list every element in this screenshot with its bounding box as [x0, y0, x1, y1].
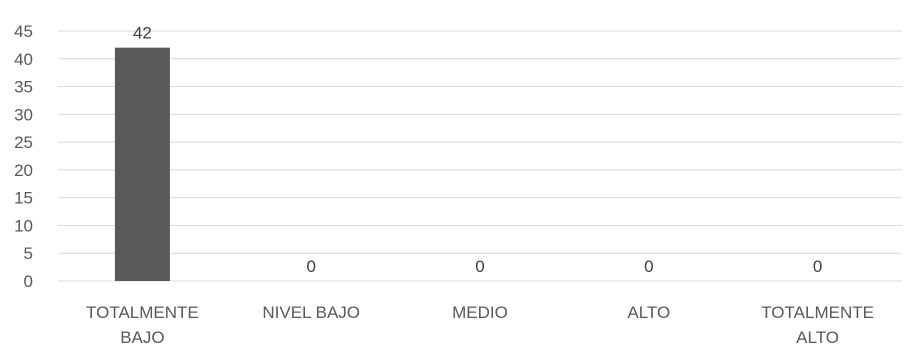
data-label: 0: [813, 257, 822, 276]
x-category-label: TOTALMENTE: [761, 303, 874, 322]
y-tick-label: 30: [14, 105, 33, 124]
data-label: 42: [133, 24, 152, 43]
x-category-label: TOTALMENTE: [86, 303, 199, 322]
x-category-label: NIVEL BAJO: [262, 303, 360, 322]
x-axis-category-labels: TOTALMENTE BAJO NIVEL BAJO MEDIO ALTO TOTALME…: [86, 303, 874, 347]
bar: [114, 47, 170, 281]
data-label: 0: [306, 257, 315, 276]
y-tick-label: 20: [14, 161, 33, 180]
gridlines: [58, 30, 902, 282]
y-tick-label: 15: [14, 189, 33, 208]
x-category-label: ALTO: [627, 303, 670, 322]
y-tick-label: 10: [14, 216, 33, 235]
y-tick-label: 40: [14, 50, 33, 69]
bars: [114, 47, 170, 281]
x-category-label: ALTO: [796, 328, 839, 347]
x-category-label: BAJO: [120, 328, 164, 347]
y-axis-tick-labels: 0 5 10 15 20 25 30 35 40 45: [14, 22, 33, 291]
data-label: 0: [644, 257, 653, 276]
y-tick-label: 25: [14, 133, 33, 152]
data-labels: 42 0 0 0 0: [133, 24, 822, 276]
y-tick-label: 45: [14, 22, 33, 41]
x-category-label: MEDIO: [452, 303, 508, 322]
data-label: 0: [475, 257, 484, 276]
y-tick-label: 0: [24, 272, 33, 291]
y-tick-label: 5: [24, 244, 33, 263]
y-tick-label: 35: [14, 78, 33, 97]
